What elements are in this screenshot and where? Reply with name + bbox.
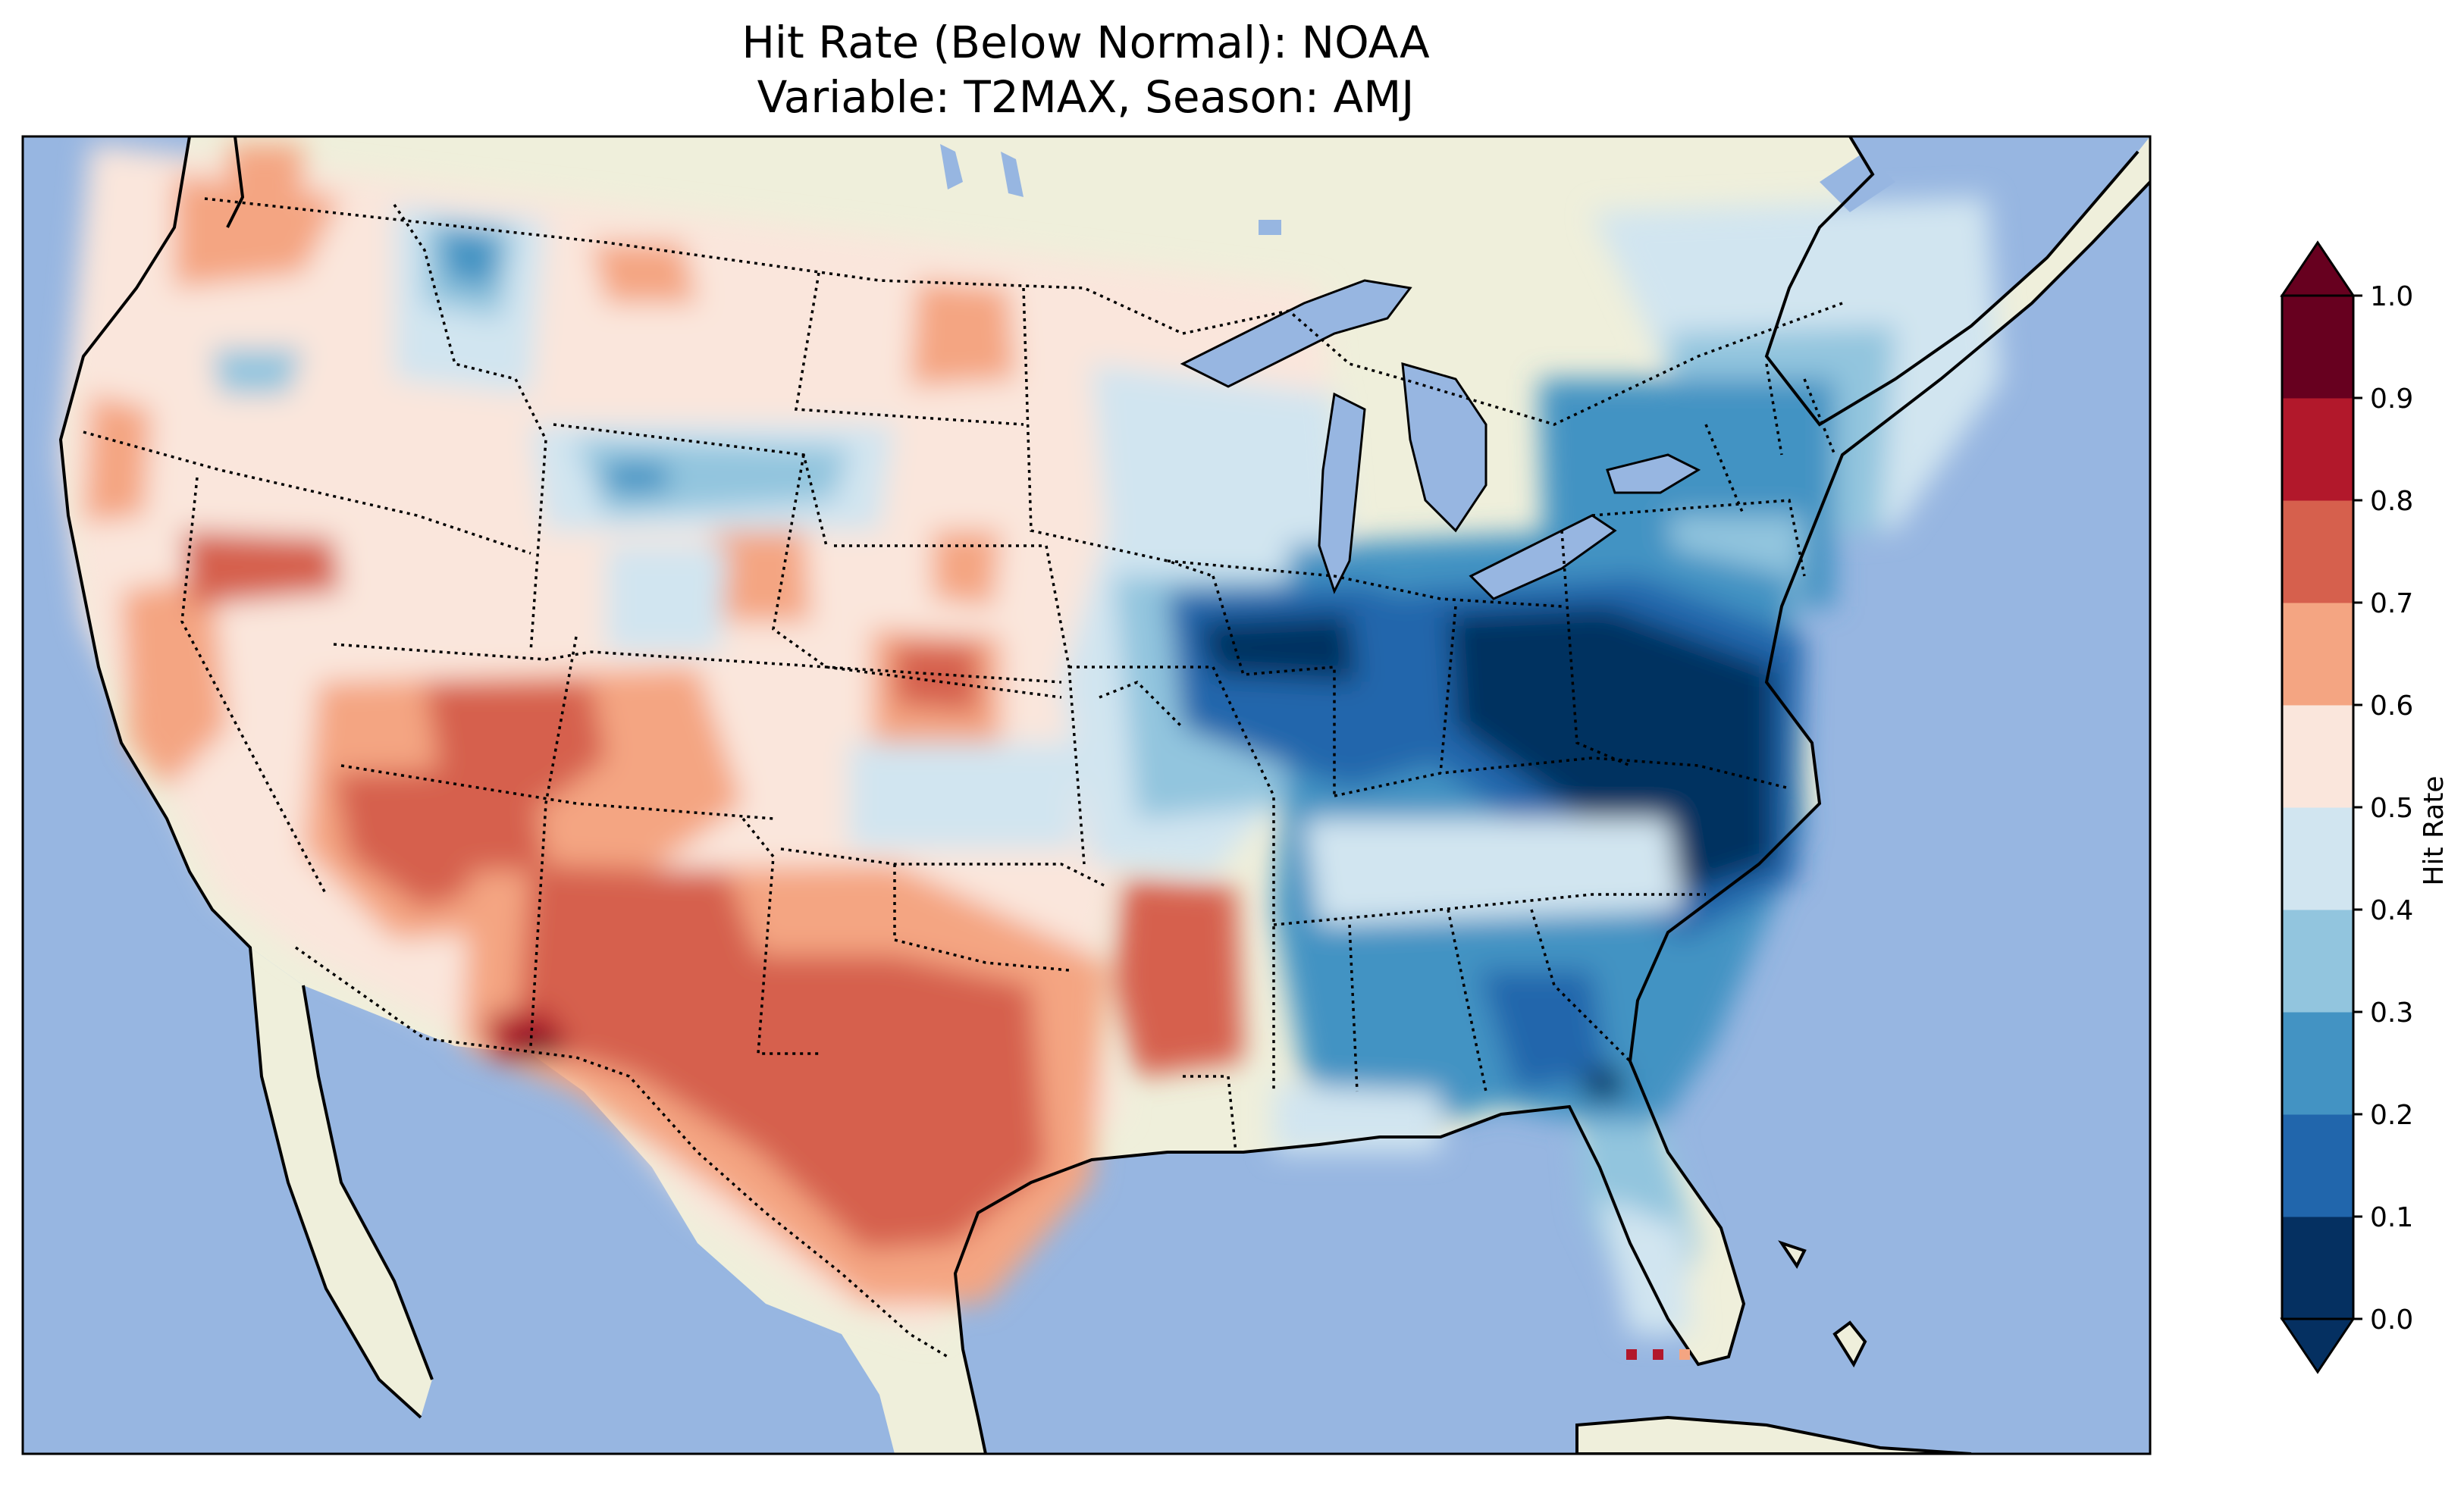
colorbar-bin xyxy=(2282,705,2353,808)
colorbar-tick-label: 0.1 xyxy=(2370,1202,2413,1233)
hit-rate-field xyxy=(61,144,2002,1334)
map-title-line-2: Variable: T2MAX, Season: AMJ xyxy=(757,71,1415,123)
colorbar-under-extension xyxy=(2280,1317,2356,1374)
lake-michigan xyxy=(1318,392,1366,594)
land-bahamas xyxy=(1778,1240,1867,1368)
florida-keys-markers xyxy=(1626,1349,1690,1360)
lake-huron xyxy=(1401,362,1487,533)
colorbar-bin xyxy=(2282,296,2353,399)
colorbar-tick-label: 0.8 xyxy=(2370,486,2413,517)
us-mexico-border xyxy=(294,946,948,1358)
colorbar-tick-label: 0.9 xyxy=(2370,384,2413,415)
coastlines xyxy=(58,136,2150,1454)
colorbar-bin xyxy=(2282,398,2353,501)
state-borders xyxy=(83,197,1843,1358)
colorbar: 0.0 0.1 0.2 0.3 0.4 0.5 0.6 0.7 0.8 0.9 1.0 xyxy=(2280,240,2413,1374)
colorbar-tick-label: 0.3 xyxy=(2370,998,2413,1029)
colorbar-tick-label: 0.5 xyxy=(2370,793,2413,824)
colorbar-bin xyxy=(2282,1217,2353,1320)
colorbar-over-extension xyxy=(2280,240,2356,297)
colorbar-tick-label: 0.6 xyxy=(2370,691,2413,722)
colorbar-tick-label: 0.7 xyxy=(2370,588,2413,619)
map-panel xyxy=(23,136,2150,1454)
lake-ontario xyxy=(1606,453,1701,494)
colorbar-bin xyxy=(2282,603,2353,706)
map-title-line-1: Hit Rate (Below Normal): NOAA xyxy=(741,17,1430,68)
colorbar-tick-label: 0.4 xyxy=(2370,895,2413,926)
canadian-lakes xyxy=(940,144,1895,235)
colorbar-bin xyxy=(2282,910,2353,1013)
colorbar-label: Hit Rate xyxy=(2419,775,2450,885)
colorbar-bin xyxy=(2282,807,2353,910)
lake-erie xyxy=(1469,514,1617,600)
colorbar-tick-label: 1.0 xyxy=(2370,281,2413,312)
great-lakes xyxy=(1180,279,1701,600)
colorbar-tick-label: 0.2 xyxy=(2370,1100,2413,1131)
land-cuba xyxy=(1575,1415,1972,1454)
map-frame xyxy=(21,135,2152,1455)
lake-superior xyxy=(1180,279,1412,388)
colorbar-tick-label: 0.0 xyxy=(2370,1305,2413,1336)
colorbar-bin xyxy=(2282,1012,2353,1115)
colorbar-bin xyxy=(2282,500,2353,603)
us-canada-border xyxy=(204,197,1843,426)
colorbar-bin xyxy=(2282,1114,2353,1217)
